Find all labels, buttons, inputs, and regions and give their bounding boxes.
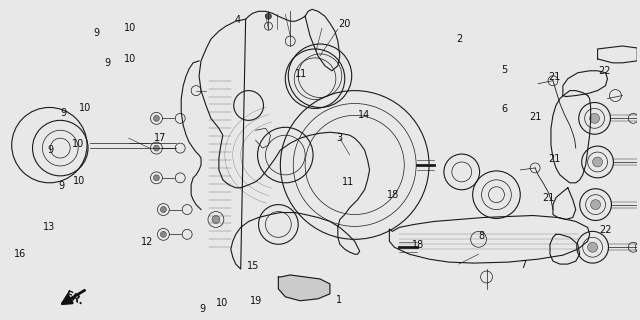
Text: 21: 21 <box>542 193 555 203</box>
Text: 14: 14 <box>358 110 371 120</box>
Circle shape <box>593 157 602 167</box>
Text: 16: 16 <box>14 249 26 259</box>
Circle shape <box>589 113 600 123</box>
Circle shape <box>212 215 220 223</box>
Text: 9: 9 <box>59 181 65 191</box>
Text: 20: 20 <box>338 19 350 28</box>
Text: 18: 18 <box>387 190 399 200</box>
Polygon shape <box>278 275 330 301</box>
Circle shape <box>591 200 600 210</box>
Circle shape <box>266 13 271 19</box>
Text: 17: 17 <box>154 133 166 143</box>
Text: 4: 4 <box>234 15 241 25</box>
Text: 21: 21 <box>548 72 561 82</box>
Text: 11: 11 <box>295 69 307 79</box>
Text: 9: 9 <box>93 28 100 38</box>
Text: 22: 22 <box>599 225 612 235</box>
Text: 13: 13 <box>43 222 55 232</box>
Circle shape <box>161 207 166 212</box>
Circle shape <box>588 242 598 252</box>
Text: 19: 19 <box>250 296 262 306</box>
Text: 2: 2 <box>456 34 463 44</box>
Text: 15: 15 <box>247 261 260 271</box>
Circle shape <box>154 175 159 181</box>
Circle shape <box>154 116 159 121</box>
Text: 10: 10 <box>216 298 228 308</box>
Text: 10: 10 <box>73 176 85 186</box>
Text: 9: 9 <box>47 145 53 155</box>
Text: FR.: FR. <box>63 290 85 308</box>
Text: 3: 3 <box>336 133 342 143</box>
Text: 11: 11 <box>342 177 355 187</box>
Text: 9: 9 <box>60 108 66 118</box>
Text: 9: 9 <box>200 304 205 314</box>
Text: 7: 7 <box>520 260 526 270</box>
Circle shape <box>161 231 166 237</box>
Text: 10: 10 <box>79 103 92 113</box>
Text: 6: 6 <box>501 104 507 114</box>
Text: 21: 21 <box>548 154 561 164</box>
Text: 18: 18 <box>412 240 424 250</box>
Text: 9: 9 <box>104 58 111 68</box>
Circle shape <box>154 145 159 151</box>
Text: 10: 10 <box>72 139 84 148</box>
Text: 10: 10 <box>124 54 136 64</box>
Text: 22: 22 <box>598 66 611 76</box>
Text: 21: 21 <box>529 112 542 122</box>
Text: 5: 5 <box>501 65 507 75</box>
Text: 1: 1 <box>336 295 342 305</box>
Text: 10: 10 <box>124 23 136 33</box>
Text: 8: 8 <box>479 231 485 241</box>
Text: 12: 12 <box>141 237 154 247</box>
